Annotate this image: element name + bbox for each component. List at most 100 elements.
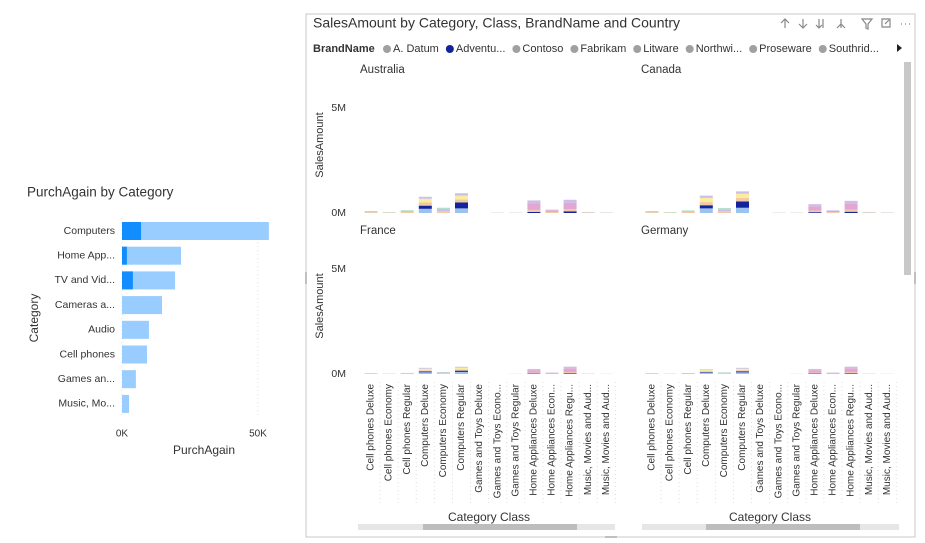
bar-segment xyxy=(527,368,541,371)
x-tick-label: Music, Movies and Aud... xyxy=(583,384,594,495)
x-tick-label: Games and Toys Regular xyxy=(791,383,802,496)
bar-segment xyxy=(418,197,432,199)
bar-segment xyxy=(844,200,858,204)
x-tick-label: Cell phones Economy xyxy=(665,384,676,481)
x-tick-label: Cell phones Regular xyxy=(683,383,694,474)
bar-segment xyxy=(545,211,559,213)
x-tick-label: Cell phones Deluxe xyxy=(647,384,658,471)
filter-icon[interactable] xyxy=(860,18,874,30)
bar-segment xyxy=(736,197,749,202)
x-tick-label: Computers Economy xyxy=(719,384,730,477)
bar-segment xyxy=(736,372,749,374)
legend-label: Litware xyxy=(643,43,678,55)
x-tick-label: Home Appliances Deluxe xyxy=(529,384,540,496)
y-tick-label: Music, Mo... xyxy=(58,398,115,410)
bar-segment xyxy=(681,211,695,213)
x-tick-label: Games and Toys Econo... xyxy=(492,384,503,498)
bar-segment xyxy=(844,368,858,373)
facet-label: Germany xyxy=(641,225,689,237)
y-tick-label: Games an... xyxy=(58,373,115,385)
bar-segment xyxy=(527,200,541,204)
bar-segment xyxy=(364,212,378,213)
x-tick-label: Games and Toys Regular xyxy=(510,383,521,496)
bar-segment xyxy=(808,368,822,371)
y-tick-label: 0M xyxy=(331,207,346,219)
bar-segment xyxy=(455,202,468,209)
bar-segment xyxy=(699,369,713,372)
x-tick-label: Computers Economy xyxy=(438,384,449,477)
bar-segment xyxy=(455,208,468,213)
x-tick-label: Cell phones Regular xyxy=(402,383,413,474)
bar-segment xyxy=(418,198,432,203)
bar-segment xyxy=(844,203,858,210)
bar-segment xyxy=(418,370,432,372)
facet-label: France xyxy=(360,225,396,237)
bar-segment xyxy=(545,209,559,211)
bar-segment xyxy=(736,367,749,369)
x-tick-label: Games and Toys Deluxe xyxy=(755,384,766,493)
bar-segment xyxy=(699,208,713,213)
bar-segment xyxy=(717,208,731,210)
drill-up-icon[interactable] xyxy=(780,18,790,28)
next-level-icon[interactable] xyxy=(815,19,824,29)
x-tick-label: Home Appliances Regu... xyxy=(565,384,576,497)
legend-scroll-arrow[interactable] xyxy=(897,44,902,52)
bar-segment xyxy=(681,372,695,374)
bar-segment xyxy=(699,369,713,370)
bar-segment xyxy=(418,208,432,213)
bar xyxy=(122,222,269,240)
bar-segment xyxy=(563,366,577,369)
legend-marker xyxy=(445,45,454,53)
bar-segment xyxy=(400,211,414,213)
bar-segment xyxy=(808,206,822,211)
x-tick-label: Music, Movies and Aud... xyxy=(882,384,893,495)
legend-label: Fabrikam xyxy=(580,43,626,55)
scrollbar-thumb[interactable] xyxy=(706,524,860,530)
bar-segment xyxy=(736,193,749,198)
facet-label: Australia xyxy=(360,64,405,76)
bar-segment xyxy=(455,193,468,196)
bar-segment xyxy=(455,370,468,372)
expand-icon[interactable] xyxy=(836,19,846,29)
bar-segment xyxy=(699,195,713,198)
legend-label: A. Datum xyxy=(393,43,439,55)
x-tick-label: Computers Regular xyxy=(737,383,748,470)
bar-segment xyxy=(717,211,731,213)
bar-segment xyxy=(844,372,858,374)
bar-segment xyxy=(455,369,468,371)
vertical-scrollbar[interactable] xyxy=(904,62,911,275)
bar-segment xyxy=(736,201,749,208)
bar-segment xyxy=(418,372,432,374)
visual-frame xyxy=(305,13,916,538)
bar-segment xyxy=(717,372,731,374)
legend-marker xyxy=(383,45,391,53)
x-tick-label: Computers Deluxe xyxy=(701,384,712,467)
bar-segment xyxy=(436,373,450,374)
legend-marker xyxy=(818,45,827,53)
bar-segment xyxy=(699,197,713,203)
bar-segment xyxy=(736,207,749,213)
bar-segment xyxy=(364,211,378,213)
scrollbar-thumb[interactable] xyxy=(423,524,577,530)
bar-segment xyxy=(808,372,822,374)
drill-down-icon[interactable] xyxy=(798,19,808,29)
bar-segment xyxy=(826,212,840,213)
x-tick-label: Computers Regular xyxy=(456,383,467,470)
bar-segment xyxy=(436,372,450,374)
bar-segment xyxy=(736,371,749,373)
bar-segment xyxy=(717,373,731,374)
bar-segment xyxy=(418,202,432,206)
bar-segment xyxy=(563,372,577,374)
bar-segment xyxy=(418,367,432,369)
bar xyxy=(122,246,182,265)
x-axis-title: Category Class xyxy=(448,510,530,524)
x-tick-label: Home Appliances Regu... xyxy=(846,384,857,497)
x-tick-label: 0K xyxy=(116,429,129,440)
bar-segment xyxy=(418,368,432,371)
y-tick-label: Computers xyxy=(64,225,115,237)
legend-marker xyxy=(512,45,521,53)
focus-icon[interactable] xyxy=(881,18,891,28)
facet-label: Canada xyxy=(641,64,682,76)
bar-segment xyxy=(455,199,468,203)
